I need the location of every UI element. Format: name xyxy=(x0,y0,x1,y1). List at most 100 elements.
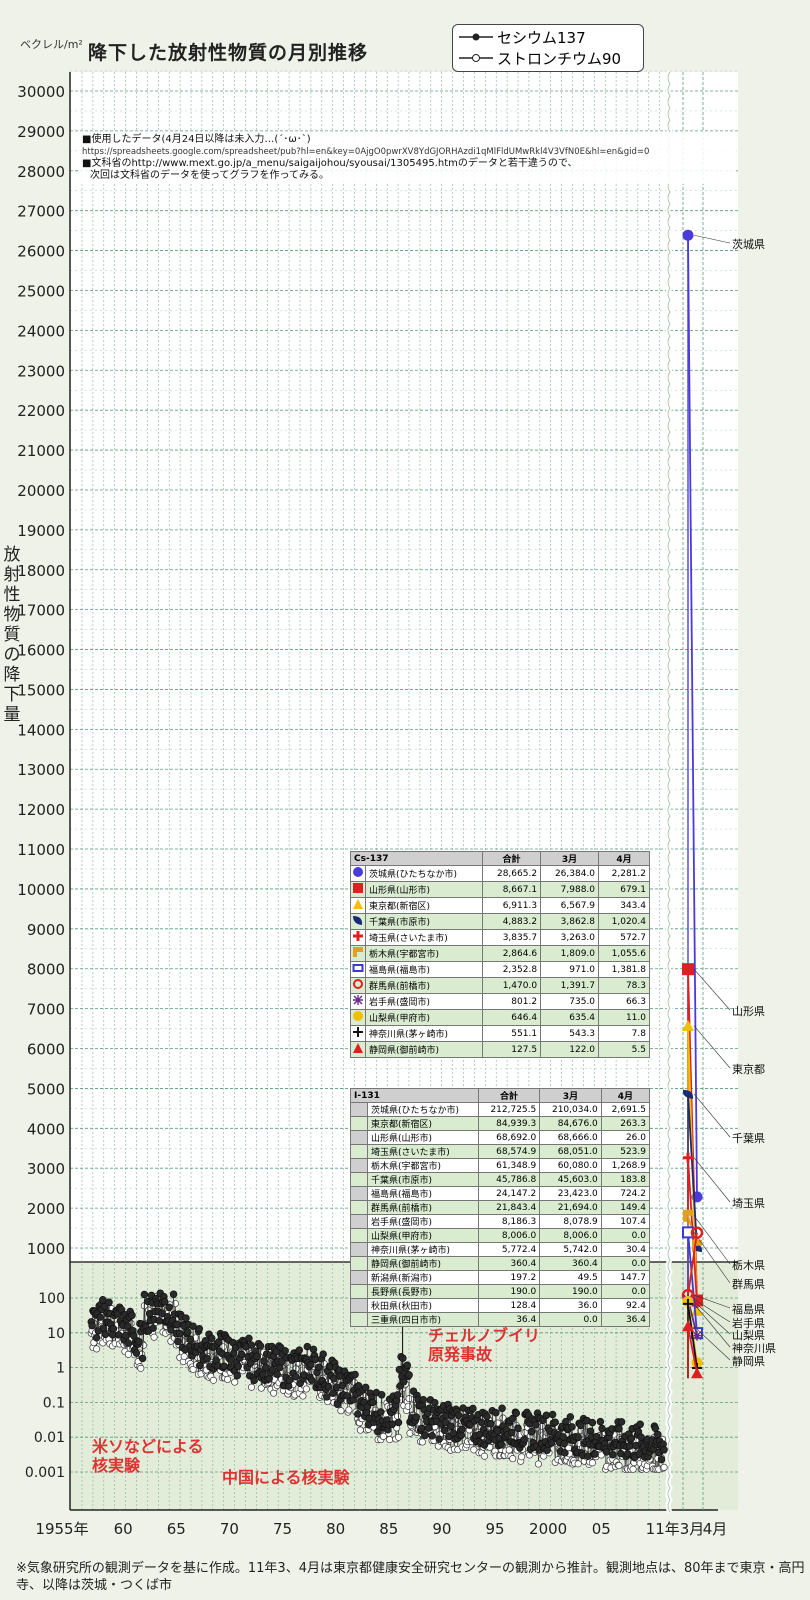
table-cell-march: 3,862.8 xyxy=(540,913,600,930)
series-cs137-point xyxy=(446,1422,455,1430)
series-cs137-point xyxy=(596,1417,605,1426)
series-cs137-point xyxy=(96,1313,104,1321)
table-side-cell xyxy=(350,1144,368,1159)
legend-label-sr: ストロンチウム90 xyxy=(497,49,622,68)
table-cell-april: 0.0 xyxy=(600,1284,651,1299)
table-row: 山梨県(甲府市) 8,006.0 8,006.0 0.0 xyxy=(350,1228,651,1243)
pref-leader xyxy=(693,1299,731,1323)
series-cs137-point xyxy=(122,1331,130,1340)
pref-label: 群馬県 xyxy=(732,1278,765,1291)
table-cell-name: 神奈川県(茅ヶ崎市) xyxy=(367,1242,479,1257)
pref-leader xyxy=(693,234,731,244)
series-cs137-point xyxy=(547,1439,556,1447)
table-marker-icon xyxy=(353,899,363,909)
table-cell-april: 263.3 xyxy=(600,1116,651,1131)
table-cell-march: 543.3 xyxy=(540,1025,600,1042)
series-cs137-point xyxy=(625,1442,634,1450)
pref-marker-march xyxy=(682,1019,694,1031)
table-i131-header: I-131 合計 3月 4月 xyxy=(350,1088,651,1103)
series-cs137-point xyxy=(124,1339,133,1347)
y-tick-label: 21000 xyxy=(17,442,65,460)
series-cs137-point xyxy=(203,1354,211,1363)
table-row: 静岡県(御前崎市) 127.5 122.0 5.5 xyxy=(350,1041,650,1058)
series-cs137-point xyxy=(492,1408,500,1417)
x-tick-label: 4月 xyxy=(703,1520,728,1538)
series-sr90-point xyxy=(418,1438,426,1446)
y-tick-label: 4000 xyxy=(27,1120,65,1138)
y-tick-label: 30000 xyxy=(17,83,65,101)
pref-label: 山形県 xyxy=(732,1005,765,1018)
series-cs137-point xyxy=(245,1334,253,1343)
series-cs137-point xyxy=(412,1413,420,1421)
series-cs137-point xyxy=(109,1324,118,1333)
series-cs137-point xyxy=(588,1418,597,1427)
y-tick-label: 12000 xyxy=(17,801,65,819)
table-marker-icon xyxy=(353,1027,363,1037)
table-row: 岩手県(盛岡市) 801.2 735.0 66.3 xyxy=(350,993,650,1010)
table-cell-april: 7.8 xyxy=(598,1025,650,1042)
table-marker-cell xyxy=(350,865,366,882)
series-cs137-point xyxy=(548,1410,557,1419)
table-cell-march: 68,666.0 xyxy=(539,1130,602,1145)
series-cs137-point xyxy=(128,1311,136,1320)
series-cs137-point xyxy=(497,1440,505,1449)
series-cs137-point xyxy=(577,1421,585,1430)
series-cs137-point xyxy=(636,1420,644,1429)
pref-line xyxy=(687,1232,698,1334)
table-cell-name: 岩手県(盛岡市) xyxy=(367,1214,479,1229)
table-cell-march: 122.0 xyxy=(540,1041,600,1058)
y-tick-label: 15000 xyxy=(17,681,65,699)
table-cs137-header: Cs-137 合計 3月 4月 xyxy=(349,851,650,866)
table-marker-cell xyxy=(350,993,366,1010)
series-cs137-point xyxy=(574,1433,582,1441)
y-tick-label: 2000 xyxy=(27,1200,65,1218)
series-cs137-point xyxy=(176,1329,184,1338)
pref-marker-march xyxy=(683,1152,693,1163)
pref-marker-march xyxy=(683,1298,693,1309)
series-cs137-point xyxy=(431,1398,439,1407)
table-side-cell xyxy=(350,1200,368,1215)
series-sr90-point xyxy=(93,1345,101,1353)
table-cell-name: 新潟県(新潟市) xyxy=(367,1270,479,1285)
table-cell-name: 千葉県(市原市) xyxy=(364,913,484,930)
table-cell-march: 190.0 xyxy=(539,1284,602,1299)
table-cell-april: 36.4 xyxy=(600,1312,651,1327)
series-cs137-point xyxy=(311,1355,320,1364)
table-cell-name: 東京都(新宿区) xyxy=(364,897,484,914)
table-cell-april: 107.4 xyxy=(600,1214,651,1229)
table-side-cell xyxy=(350,1158,368,1173)
y-tick-label: 3000 xyxy=(27,1160,65,1178)
table-cell-april: 11.0 xyxy=(598,1009,650,1026)
table-marker-cell xyxy=(350,1009,366,1026)
series-cs137-point xyxy=(169,1290,178,1298)
x-tick-label: 75 xyxy=(273,1520,292,1538)
table-cell-april: 1,381.8 xyxy=(598,961,650,978)
axis-break-outline xyxy=(667,71,671,1513)
table-cell-april: 183.8 xyxy=(600,1172,651,1187)
table-cell-name: 群馬県(前橋市) xyxy=(367,1200,479,1215)
table-side-cell xyxy=(350,1116,368,1131)
table-i131-col-total: 合計 xyxy=(477,1088,541,1103)
table-cell-name: 三重県(四日市市) xyxy=(367,1312,479,1327)
table-row: 群馬県(前橋市) 1,470.0 1,391.7 78.3 xyxy=(350,977,650,994)
table-row: 山形県(山形市) 8,667.1 7,988.0 679.1 xyxy=(350,881,650,898)
legend: セシウム137 ストロンチウム90 xyxy=(452,24,644,72)
series-cs137-point xyxy=(330,1374,338,1383)
series-cs137-point xyxy=(483,1412,491,1421)
table-cell-april: 66.3 xyxy=(598,993,650,1010)
series-cs137-point xyxy=(486,1420,495,1428)
table-row: 茨城県(ひたちなか市) 28,665.2 26,384.0 2,281.2 xyxy=(350,865,650,882)
series-cs137-point xyxy=(160,1297,169,1306)
table-row: 群馬県(前橋市) 21,843.4 21,694.0 149.4 xyxy=(350,1200,651,1215)
series-sr90-point xyxy=(574,1460,582,1468)
pref-label: 栃木県 xyxy=(732,1259,765,1272)
table-cell-march: 8,078.9 xyxy=(539,1214,602,1229)
table-row: 岩手県(盛岡市) 8,186.3 8,078.9 107.4 xyxy=(350,1214,651,1229)
table-cell-april: 1,055.6 xyxy=(598,945,650,962)
table-marker-icon xyxy=(353,1011,363,1021)
y-tick-label: 11000 xyxy=(17,841,65,859)
series-sr90-point xyxy=(660,1463,668,1471)
table-cell-march: 7,988.0 xyxy=(540,881,600,898)
table-cell-april: 149.4 xyxy=(600,1200,651,1215)
table-cell-total: 8,667.1 xyxy=(482,881,542,898)
